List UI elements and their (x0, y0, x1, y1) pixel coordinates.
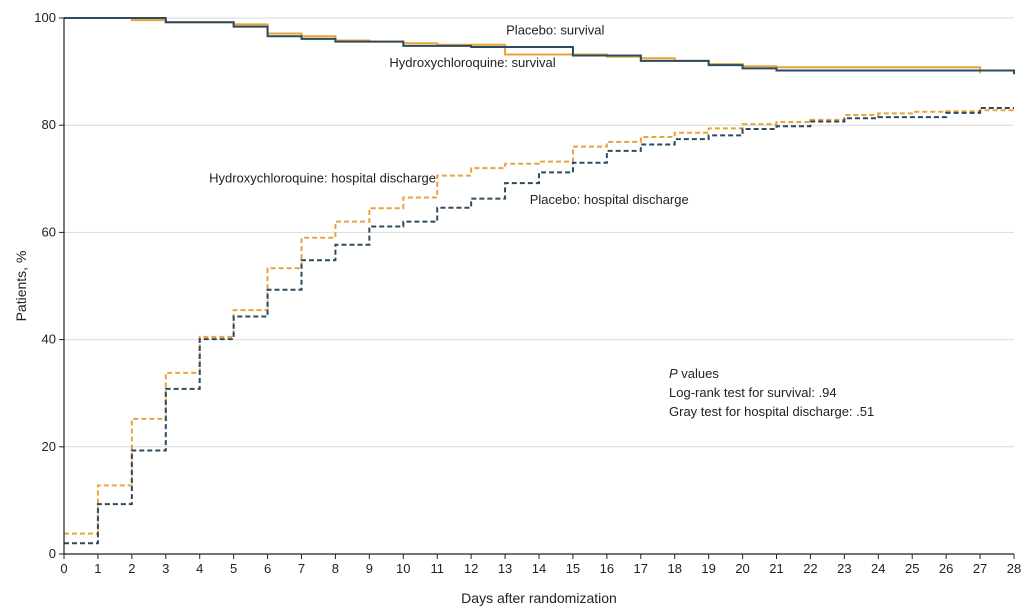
x-axis-label: Days after randomization (461, 590, 617, 606)
y-tick-label: 60 (42, 224, 56, 239)
p-values-title-italic: P (669, 366, 678, 381)
x-tick-label: 5 (230, 561, 237, 576)
x-tick-label: 0 (60, 561, 67, 576)
x-tick-label: 13 (498, 561, 512, 576)
series-label: Placebo: survival (506, 23, 604, 38)
p-values-annotation: P values Log-rank test for survival: .94… (669, 366, 874, 419)
x-tick-label: 28 (1007, 561, 1021, 576)
x-tick-label: 18 (667, 561, 681, 576)
series-labels: Placebo: survival Hydroxychloroquine: sur… (209, 23, 689, 207)
x-tick-label: 26 (939, 561, 953, 576)
x-tick-label: 23 (837, 561, 851, 576)
series-label: Placebo: hospital discharge (530, 192, 689, 207)
logrank-pvalue: Log-rank test for survival: .94 (669, 385, 837, 400)
series-label: Hydroxychloroquine: survival (389, 55, 555, 70)
x-tick-label: 21 (769, 561, 783, 576)
series-group (64, 17, 1015, 545)
x-tick-label: 27 (973, 561, 987, 576)
x-tick-label: 3 (162, 561, 169, 576)
x-tick-label: 17 (634, 561, 648, 576)
x-tick-label: 15 (566, 561, 580, 576)
gray-pvalue: Gray test for hospital discharge: .51 (669, 404, 874, 419)
series-line-placebo-survival (64, 17, 1015, 75)
x-tick-label: 11 (430, 561, 444, 576)
x-tick-label: 14 (532, 561, 546, 576)
x-tick-label: 24 (871, 561, 885, 576)
x-tick-label: 8 (332, 561, 339, 576)
series-label: Hydroxychloroquine: hospital discharge (209, 171, 436, 186)
x-tick-label: 10 (396, 561, 410, 576)
y-tick-label: 40 (42, 332, 56, 347)
p-values-title-rest: values (678, 366, 720, 381)
x-tick-label: 16 (600, 561, 614, 576)
gridlines (64, 17, 1014, 448)
x-tick-label: 25 (905, 561, 919, 576)
y-tick-label: 0 (49, 546, 56, 561)
p-values-title: P values (669, 366, 719, 381)
series-line-placebo-hospital-discharge (64, 107, 1014, 545)
x-tick-label: 6 (264, 561, 271, 576)
x-tick-label: 22 (803, 561, 817, 576)
x-tick-label: 7 (298, 561, 305, 576)
x-tick-label: 12 (464, 561, 478, 576)
y-axis-label: Patients, % (13, 251, 29, 322)
y-tick-label: 20 (42, 439, 56, 454)
y-tick-label: 80 (42, 117, 56, 132)
x-tick-label: 20 (735, 561, 749, 576)
y-tick-label: 100 (34, 10, 56, 25)
x-tick-label: 19 (701, 561, 715, 576)
x-tick-label: 9 (366, 561, 373, 576)
x-tick-label: 4 (196, 561, 203, 576)
x-tick-label: 2 (128, 561, 135, 576)
x-tick-label: 1 (94, 561, 101, 576)
